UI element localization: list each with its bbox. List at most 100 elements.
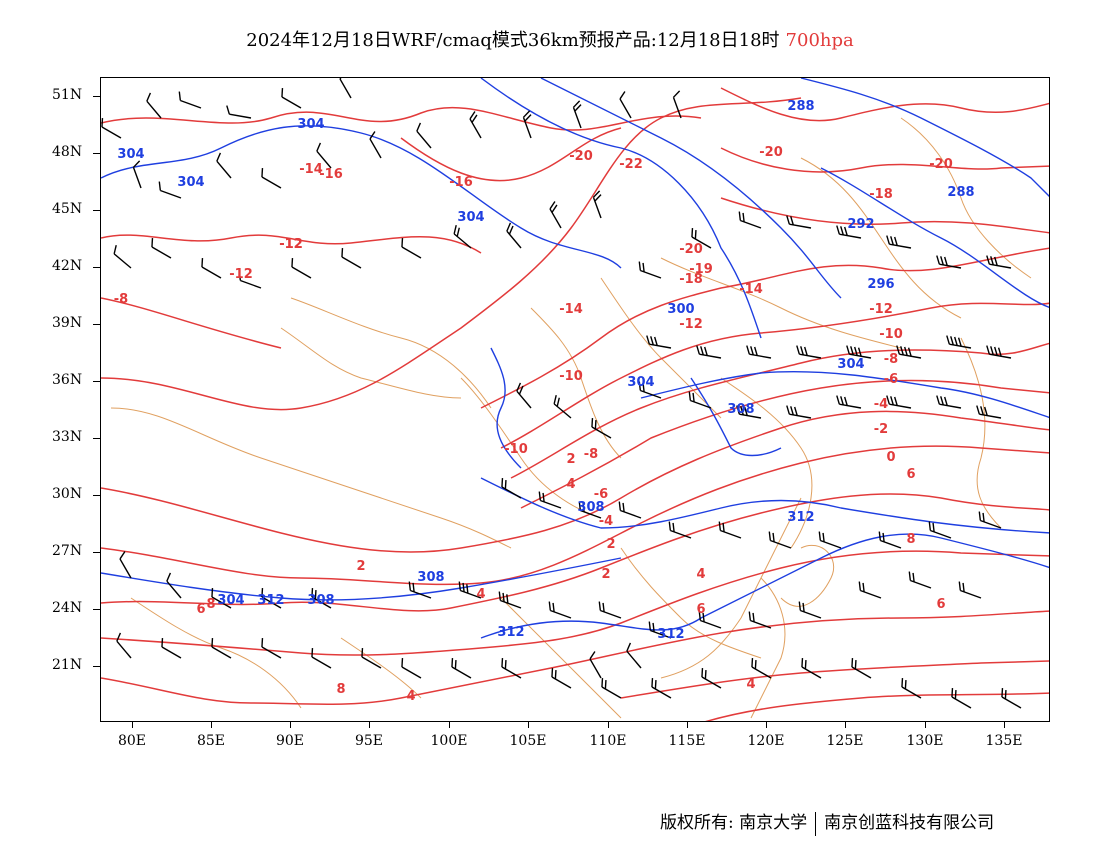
- wind-barb: [216, 152, 232, 179]
- wind-barb: [738, 211, 762, 229]
- height-label: 308: [577, 500, 604, 515]
- border-line: [780, 544, 835, 607]
- wind-barb: [801, 658, 822, 679]
- wind-barb: [846, 345, 872, 359]
- lat-label: 42N: [52, 258, 83, 274]
- wind-barb: [369, 131, 382, 159]
- border-line: [600, 277, 722, 419]
- wind-barb: [589, 651, 602, 679]
- wind-barb: [578, 501, 602, 519]
- temperature-label: 2: [566, 452, 575, 467]
- lat-label: 45N: [52, 201, 83, 217]
- temperature-contour: [620, 660, 1049, 699]
- wind-barb: [211, 588, 232, 609]
- lon-label: 105E: [509, 733, 547, 749]
- border-line: [660, 497, 802, 679]
- wind-barb: [166, 572, 182, 599]
- wind-barb: [469, 111, 482, 139]
- temperature-contour: [520, 379, 1049, 509]
- temperature-label: -10: [879, 327, 903, 342]
- lon-label: 115E: [668, 733, 706, 749]
- wind-barb: [986, 345, 1012, 359]
- temperature-label: 2: [601, 567, 610, 582]
- wind-barb: [158, 181, 182, 199]
- wind-barb: [551, 668, 572, 689]
- height-label: 288: [787, 99, 814, 114]
- temperature-label: 6: [196, 602, 205, 617]
- wind-barb: [591, 418, 612, 439]
- wind-barb: [522, 110, 532, 139]
- lat-label: 48N: [52, 144, 83, 160]
- wind-barb: [553, 394, 572, 419]
- wind-barb: [718, 521, 742, 539]
- temperature-label: -12: [229, 267, 253, 282]
- wind-barb: [946, 335, 972, 349]
- lat-label: 39N: [52, 315, 83, 331]
- wind-barb: [691, 228, 712, 249]
- border-line: [280, 327, 462, 399]
- temperature-label: 2: [606, 537, 615, 552]
- wind-barb: [101, 118, 122, 139]
- border-line: [460, 377, 602, 519]
- wind-barb: [498, 591, 522, 609]
- height-label: 304: [217, 593, 244, 608]
- height-label: 304: [837, 357, 864, 372]
- wind-barb: [119, 551, 132, 579]
- temperature-label: -4: [874, 397, 888, 412]
- lat-label: 24N: [52, 600, 83, 616]
- temperature-contour: [510, 342, 1049, 479]
- contour-labels: -20-22-20-20-18-16-14-16-12-12-8-20-19-1…: [114, 99, 975, 704]
- wind-barb: [638, 381, 662, 399]
- temperature-label: -6: [594, 487, 608, 502]
- wind-barb: [651, 678, 672, 699]
- wind-barb: [151, 238, 172, 259]
- map-title: 2024年12月18日WRF/cmaq模式36km预报产品:12月18日18时 7…: [0, 26, 1100, 52]
- wind-barb: [786, 405, 812, 419]
- wind-barb: [958, 581, 982, 599]
- wind-barb: [416, 122, 432, 149]
- wind-barb: [116, 632, 132, 659]
- height-contour: [480, 78, 762, 339]
- height-label: 288: [947, 185, 974, 200]
- wind-barb: [261, 638, 282, 659]
- height-contour: [490, 347, 522, 469]
- wind-barb: [886, 235, 912, 249]
- wind-barb: [619, 91, 632, 119]
- footer-credit: 版权所有: 南京大学 南京创蓝科技有限公司: [660, 808, 994, 836]
- wind-barb: [132, 160, 142, 189]
- wind-barb: [548, 601, 572, 619]
- geopotential-contours: [101, 78, 1049, 639]
- temperature-label: 0: [886, 450, 895, 465]
- height-contour: [480, 477, 1049, 534]
- temperature-contour: [480, 247, 1049, 409]
- height-contour: [101, 557, 622, 601]
- wind-barb: [572, 100, 582, 129]
- temperature-label: -8: [584, 447, 598, 462]
- temperature-contour: [500, 302, 1049, 449]
- border-line: [660, 257, 902, 349]
- temperature-label: 2: [356, 559, 365, 574]
- temperature-contours: [101, 87, 1049, 721]
- temperature-label: 8: [336, 682, 345, 697]
- wind-barb: [401, 658, 422, 679]
- wind-barb: [339, 78, 352, 99]
- lat-label: 33N: [52, 429, 83, 445]
- wind-barb: [316, 142, 332, 169]
- wind-barb: [453, 224, 472, 249]
- lon-label: 80E: [117, 733, 147, 749]
- temperature-contour: [101, 410, 1049, 553]
- wind-barb: [1001, 688, 1022, 709]
- wind-barb: [598, 601, 622, 619]
- weather-map: -20 -22 -20 -20 -18 -16 -14 -16 -12 -12 -8 -20 -19 -1…: [100, 77, 1050, 722]
- wind-barb: [951, 688, 972, 709]
- temperature-label: -18: [869, 187, 893, 202]
- height-label: 312: [787, 510, 814, 525]
- height-contour: [540, 78, 842, 299]
- temperature-label: 8: [206, 597, 215, 612]
- wind-barb: [668, 521, 692, 539]
- temperature-label: -10: [559, 369, 583, 384]
- temperature-label: -8: [884, 352, 898, 367]
- wind-barb: [626, 642, 642, 669]
- temperature-contour: [101, 234, 482, 254]
- title-main: 2024年12月18日WRF/cmaq模式36km预报产品:12月18日18时: [246, 30, 780, 51]
